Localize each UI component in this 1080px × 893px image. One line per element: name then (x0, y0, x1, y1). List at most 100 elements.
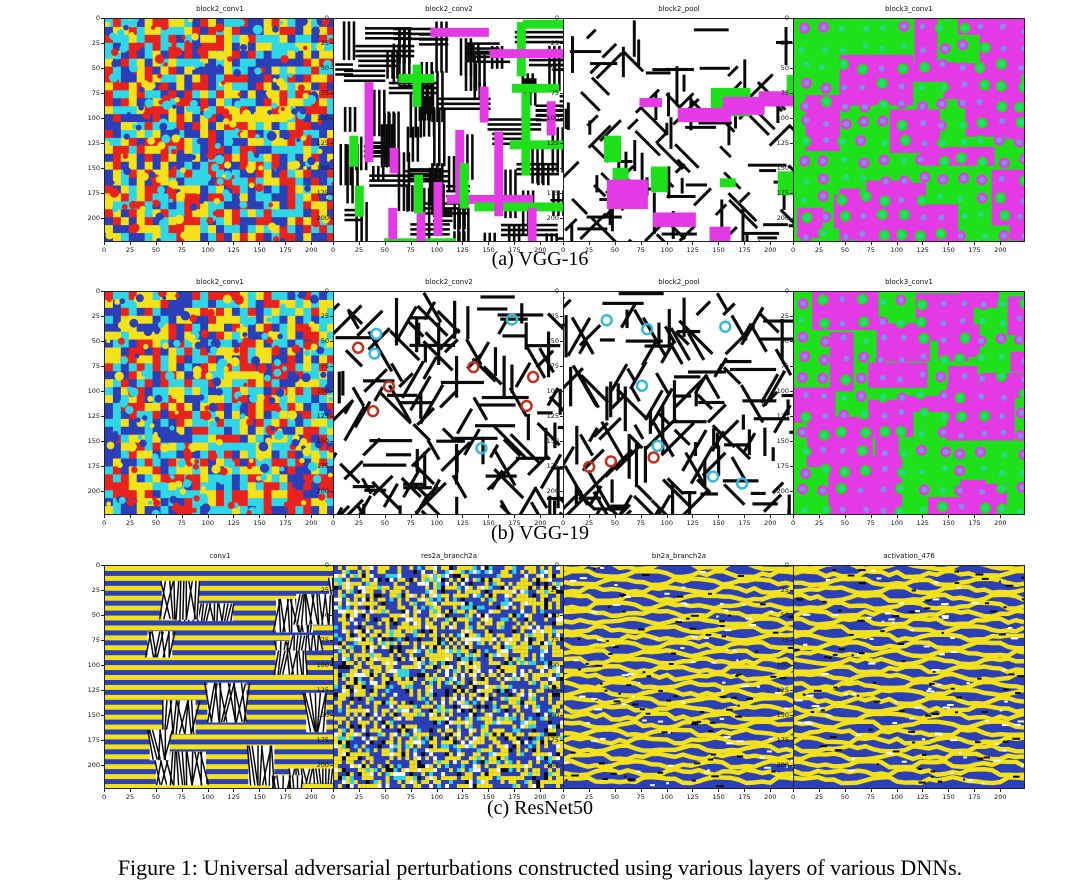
y-tick-label: 200 (316, 214, 329, 222)
x-tick-label: 50 (151, 246, 161, 254)
y-tick-label: 50 (91, 64, 100, 72)
x-tick-label: 50 (840, 793, 850, 801)
x-tick-label: 200 (764, 519, 777, 527)
panel-resnet50-res2a-branch2a: res2a_branch2a 0 25 50 75 100 125 150 175 200 0 25… (317, 552, 565, 800)
x-tick-label: 25 (814, 519, 824, 527)
y-tick-mark (330, 366, 333, 367)
y-tick-label: 0 (95, 561, 100, 569)
x-tick-mark (311, 242, 313, 245)
x-tick-mark (948, 242, 950, 245)
y-tick-mark (560, 93, 563, 94)
x-tick-label: 125 (916, 246, 929, 254)
y-tick-label: 0 (784, 561, 789, 569)
y-tick-mark (560, 143, 563, 144)
x-tick-mark (462, 515, 464, 518)
x-tick-label: 0 (102, 246, 107, 254)
x-tick-label: 175 (968, 246, 981, 254)
x-tick-mark (104, 242, 105, 245)
x-tick-label: 150 (482, 793, 495, 801)
texture (794, 19, 1024, 241)
y-tick-mark (790, 690, 793, 691)
texture (564, 566, 794, 788)
texture (564, 292, 794, 514)
x-tick-label: 150 (712, 246, 725, 254)
x-tick-label: 0 (331, 793, 336, 801)
y-tick-mark (560, 366, 563, 367)
x-tick-label: 150 (942, 793, 955, 801)
y-tick-mark (330, 466, 333, 467)
x-tick-label: 150 (253, 519, 266, 527)
x-tick-label: 50 (380, 519, 390, 527)
y-tick-label: 200 (776, 487, 789, 495)
x-tick-mark (181, 242, 183, 245)
y-tick-label: 200 (316, 487, 329, 495)
x-tick-mark (666, 515, 668, 518)
texture (334, 292, 564, 514)
x-tick-mark (155, 789, 157, 792)
y-tick-mark (101, 391, 104, 392)
y-tick-label: 25 (91, 39, 100, 47)
panel-resnet50-activation-476: activation_476 0 25 50 75 100 125 150 175 200 0 25… (777, 552, 1025, 800)
x-tick-mark (410, 789, 412, 792)
y-tick-mark (101, 590, 104, 591)
x-tick-mark (1000, 515, 1002, 518)
y-tick-label: 50 (550, 611, 559, 619)
x-tick-mark (666, 789, 668, 792)
y-tick-mark (560, 690, 563, 691)
y-tick-mark (560, 118, 563, 119)
x-tick-mark (285, 789, 287, 792)
heatmap-image (793, 18, 1025, 242)
x-tick-label: 200 (534, 519, 547, 527)
y-tick-mark (560, 416, 563, 417)
panel-title: block2_conv1 (196, 278, 244, 286)
x-tick-mark (155, 242, 157, 245)
y-tick-label: 0 (784, 287, 789, 295)
y-tick-mark (560, 590, 563, 591)
y-tick-label: 25 (780, 312, 789, 320)
y-tick-mark (330, 740, 333, 741)
x-tick-mark (384, 789, 386, 792)
y-tick-label: 50 (320, 611, 329, 619)
y-tick-mark (560, 491, 563, 492)
y-tick-label: 150 (87, 437, 100, 445)
x-tick-mark (259, 515, 261, 518)
y-tick-mark (101, 43, 104, 44)
y-tick-mark (101, 18, 104, 19)
heatmap-image (104, 565, 336, 789)
x-tick-mark (844, 242, 846, 245)
y-tick-label: 50 (91, 611, 100, 619)
y-tick-mark (330, 218, 333, 219)
y-tick-mark (790, 640, 793, 641)
x-tick-mark (104, 515, 105, 518)
x-tick-label: 125 (916, 519, 929, 527)
x-tick-label: 25 (584, 793, 594, 801)
x-tick-label: 75 (406, 519, 415, 527)
x-tick-label: 25 (354, 519, 364, 527)
x-tick-mark (818, 789, 820, 792)
x-tick-mark (285, 242, 287, 245)
x-tick-label: 75 (636, 793, 645, 801)
y-tick-label: 175 (546, 462, 559, 470)
panel-title: block2_conv2 (425, 5, 473, 13)
y-tick-label: 175 (546, 189, 559, 197)
y-tick-mark (790, 168, 793, 169)
x-tick-mark (488, 242, 490, 245)
y-tick-label: 0 (95, 287, 100, 295)
x-tick-label: 75 (636, 519, 645, 527)
y-tick-mark (330, 391, 333, 392)
x-tick-mark (692, 515, 694, 518)
texture (105, 566, 335, 788)
heatmap-image (333, 565, 565, 789)
y-tick-mark (101, 740, 104, 741)
y-tick-label: 75 (780, 362, 789, 370)
x-tick-label: 125 (227, 793, 240, 801)
y-tick-mark (560, 291, 563, 292)
heatmap-image (793, 291, 1025, 515)
x-tick-label: 125 (686, 793, 699, 801)
texture (794, 292, 1024, 514)
y-tick-label: 175 (87, 736, 100, 744)
x-tick-mark (181, 789, 183, 792)
panel-title: block2_conv2 (425, 278, 473, 286)
y-tick-label: 175 (316, 736, 329, 744)
x-tick-label: 125 (686, 246, 699, 254)
